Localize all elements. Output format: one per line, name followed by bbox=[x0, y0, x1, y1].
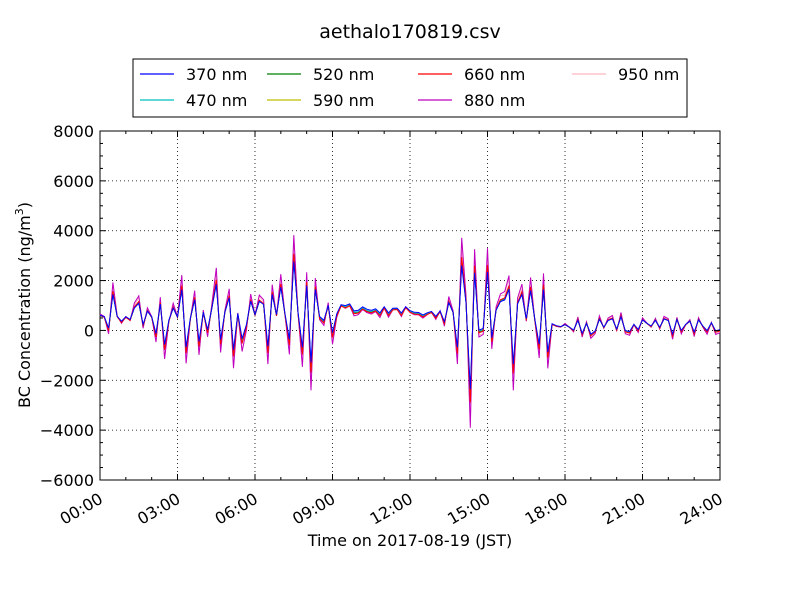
x-tick-label: 15:00 bbox=[444, 489, 493, 529]
x-tick-label: 12:00 bbox=[367, 489, 416, 529]
x-tick-label: 18:00 bbox=[522, 489, 571, 529]
series-line-370-nm bbox=[99, 261, 721, 390]
y-tick-label: −4000 bbox=[40, 421, 94, 440]
legend-label: 520 nm bbox=[313, 65, 374, 84]
x-tick-label: 24:00 bbox=[677, 489, 726, 529]
x-tick-label: 06:00 bbox=[212, 489, 261, 529]
y-tick-label: −2000 bbox=[40, 371, 94, 390]
legend-label: 660 nm bbox=[464, 65, 525, 84]
legend-label: 370 nm bbox=[186, 65, 247, 84]
y-tick-label: 8000 bbox=[53, 122, 94, 141]
legend-label: 590 nm bbox=[313, 91, 374, 110]
plot-frame bbox=[99, 130, 721, 481]
x-tick-label: 00:00 bbox=[57, 489, 106, 529]
x-tick-label: 09:00 bbox=[289, 489, 338, 529]
legend-box bbox=[132, 58, 688, 118]
y-tick-label: 4000 bbox=[53, 222, 94, 241]
legend-label: 880 nm bbox=[464, 91, 525, 110]
y-tick-label: 6000 bbox=[53, 172, 94, 191]
series-group bbox=[99, 235, 721, 428]
x-tick-label: 21:00 bbox=[599, 489, 648, 529]
x-tick-label: 03:00 bbox=[134, 489, 183, 529]
legend-label: 470 nm bbox=[186, 91, 247, 110]
legend-label: 950 nm bbox=[618, 65, 679, 84]
y-tick-label: 0 bbox=[84, 321, 94, 340]
chart-title: aethalo170819.csv bbox=[319, 21, 501, 43]
y-axis-label-main: BC Concentration (ng/m bbox=[15, 215, 34, 408]
y-tick-label: −6000 bbox=[40, 471, 94, 490]
y-axis-label: BC Concentration (ng/m3) bbox=[13, 202, 34, 408]
y-axis-label-tail: ) bbox=[15, 202, 34, 208]
y-axis-label-sup: 3 bbox=[13, 208, 26, 215]
x-axis-label: Time on 2017-08-19 (JST) bbox=[307, 531, 512, 550]
legend: 370 nm 470 nm 520 nm 590 nm 660 nm 880 nm 950 … bbox=[132, 58, 688, 118]
y-tick-label: 2000 bbox=[53, 272, 94, 291]
